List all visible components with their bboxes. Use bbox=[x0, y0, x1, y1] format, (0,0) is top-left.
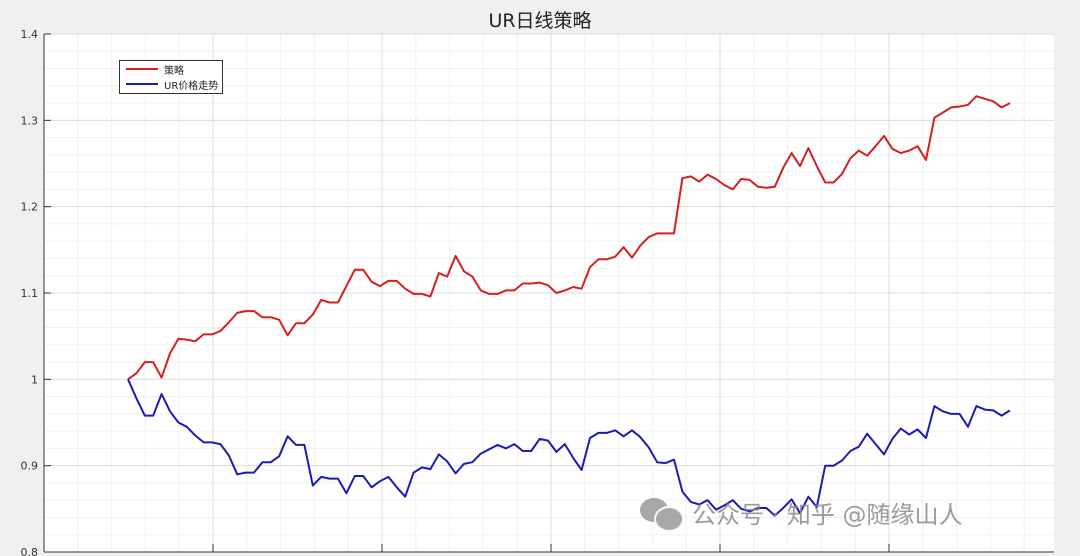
y-tick-label: 1.3 bbox=[21, 114, 39, 127]
series-line-strategy bbox=[127, 95, 1011, 381]
y-tick-label: 1 bbox=[31, 373, 38, 386]
series-line-ur-price bbox=[127, 378, 1011, 517]
y-tick-label: 1.2 bbox=[21, 201, 39, 214]
legend: 策略 UR价格走势 bbox=[119, 60, 223, 94]
legend-swatch-strategy bbox=[126, 68, 158, 70]
legend-item-strategy: 策略 bbox=[126, 62, 184, 77]
watermark-text: 公众号 · 知乎 @随缘山人 bbox=[692, 501, 963, 529]
y-tick-label: 1.1 bbox=[21, 287, 39, 300]
legend-label-strategy: 策略 bbox=[164, 65, 184, 77]
y-tick-label: 0.8 bbox=[21, 546, 39, 556]
legend-swatch-price bbox=[126, 83, 158, 85]
y-tick-label: 0.9 bbox=[21, 460, 39, 473]
legend-label-price: UR价格走势 bbox=[164, 80, 219, 92]
legend-item-price: UR价格走势 bbox=[126, 77, 219, 92]
watermark: 公众号 · 知乎 @随缘山人 bbox=[640, 495, 963, 532]
wechat-icon bbox=[640, 496, 684, 532]
y-tick-label: 1.4 bbox=[21, 28, 39, 41]
chart-title: UR日线策略 bbox=[488, 10, 592, 32]
